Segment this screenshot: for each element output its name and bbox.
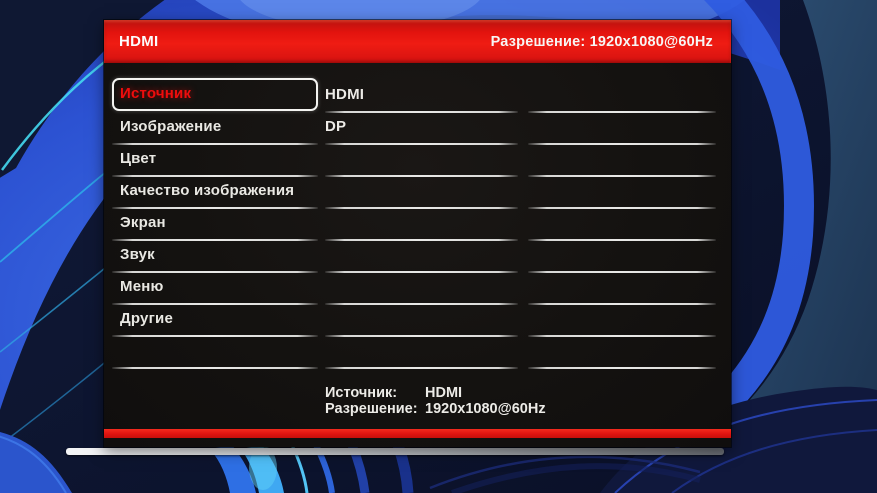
menu-item-label: Качество изображения [120,182,295,199]
menu-row [112,337,724,369]
menu-item[interactable]: Качество изображения [112,177,318,209]
menu-item-selected[interactable]: Источник [112,78,318,111]
osd-menu-panel: HDMI Разрешение: 1920x1080@60Hz Источник… [104,20,731,447]
menu-item[interactable]: Цвет [112,145,318,177]
status-source-label: Источник: [325,385,398,401]
menu-extra-cell [528,209,716,241]
menu-item[interactable]: Другие [112,305,318,337]
menu-value-cell: DP [325,113,518,145]
osd-header-resolution: Разрешение: 1920x1080@60Hz [490,33,713,50]
osd-bottom-accent-bar [104,429,731,438]
menu-row: Звук [112,241,724,273]
menu-item[interactable]: Звук [112,241,318,273]
menu-item[interactable]: Меню [112,273,318,305]
menu-item-label: Изображение [120,118,222,135]
status-resolution-row: Разрешение: 1920x1080@60Hz [325,401,546,417]
menu-value: HDMI [325,86,365,103]
menu-extra-cell [528,145,716,177]
menu-value-cell [325,177,518,209]
status-resolution-value: 1920x1080@60Hz [425,401,546,417]
menu-row: Другие [112,305,724,337]
menu-row: Цвет [112,145,724,177]
menu-row: Меню [112,273,724,305]
menu-extra-cell [528,241,716,273]
menu-extra-cell [528,81,716,113]
menu-row: Изображение DP [112,113,724,145]
osd-active-input-title: HDMI [119,33,159,50]
menu-item-label: Другие [120,310,174,327]
menu-extra-cell [528,177,716,209]
menu-row: Качество изображения [112,177,724,209]
menu-value-cell [325,209,518,241]
menu-value-cell [325,241,518,273]
menu-extra-cell [528,337,716,369]
osd-status-block: Источник: HDMI Разрешение: 1920x1080@60H… [325,385,546,417]
menu-value-cell [325,273,518,305]
menu-extra-cell [528,305,716,337]
status-source-value: HDMI [425,385,463,401]
menu-value: DP [325,118,347,135]
status-resolution-label: Разрешение: [325,401,418,417]
menu-item-label: Цвет [120,150,157,167]
menu-extra-cell [528,273,716,305]
menu-item-label: Звук [120,246,155,263]
status-source-row: Источник: HDMI [325,385,546,401]
osd-header: HDMI Разрешение: 1920x1080@60Hz [104,20,731,63]
menu-value-cell [325,337,518,369]
menu-item[interactable]: Экран [112,209,318,241]
menu-extra-cell [528,113,716,145]
menu-item[interactable]: Изображение [112,113,318,145]
menu-value-cell [325,305,518,337]
menu-grid: Источник HDMI Изображение DP Цвет Качество из… [112,78,724,369]
menu-item-label: Источник [120,85,192,102]
menu-item-label: Экран [120,214,166,231]
menu-row: Экран [112,209,724,241]
menu-row: Источник HDMI [112,78,724,113]
menu-item-label: Меню [120,278,164,295]
screen-edge-highlight [66,448,724,455]
menu-value-cell: HDMI [325,81,518,113]
menu-item [112,337,318,369]
menu-value-cell [325,145,518,177]
